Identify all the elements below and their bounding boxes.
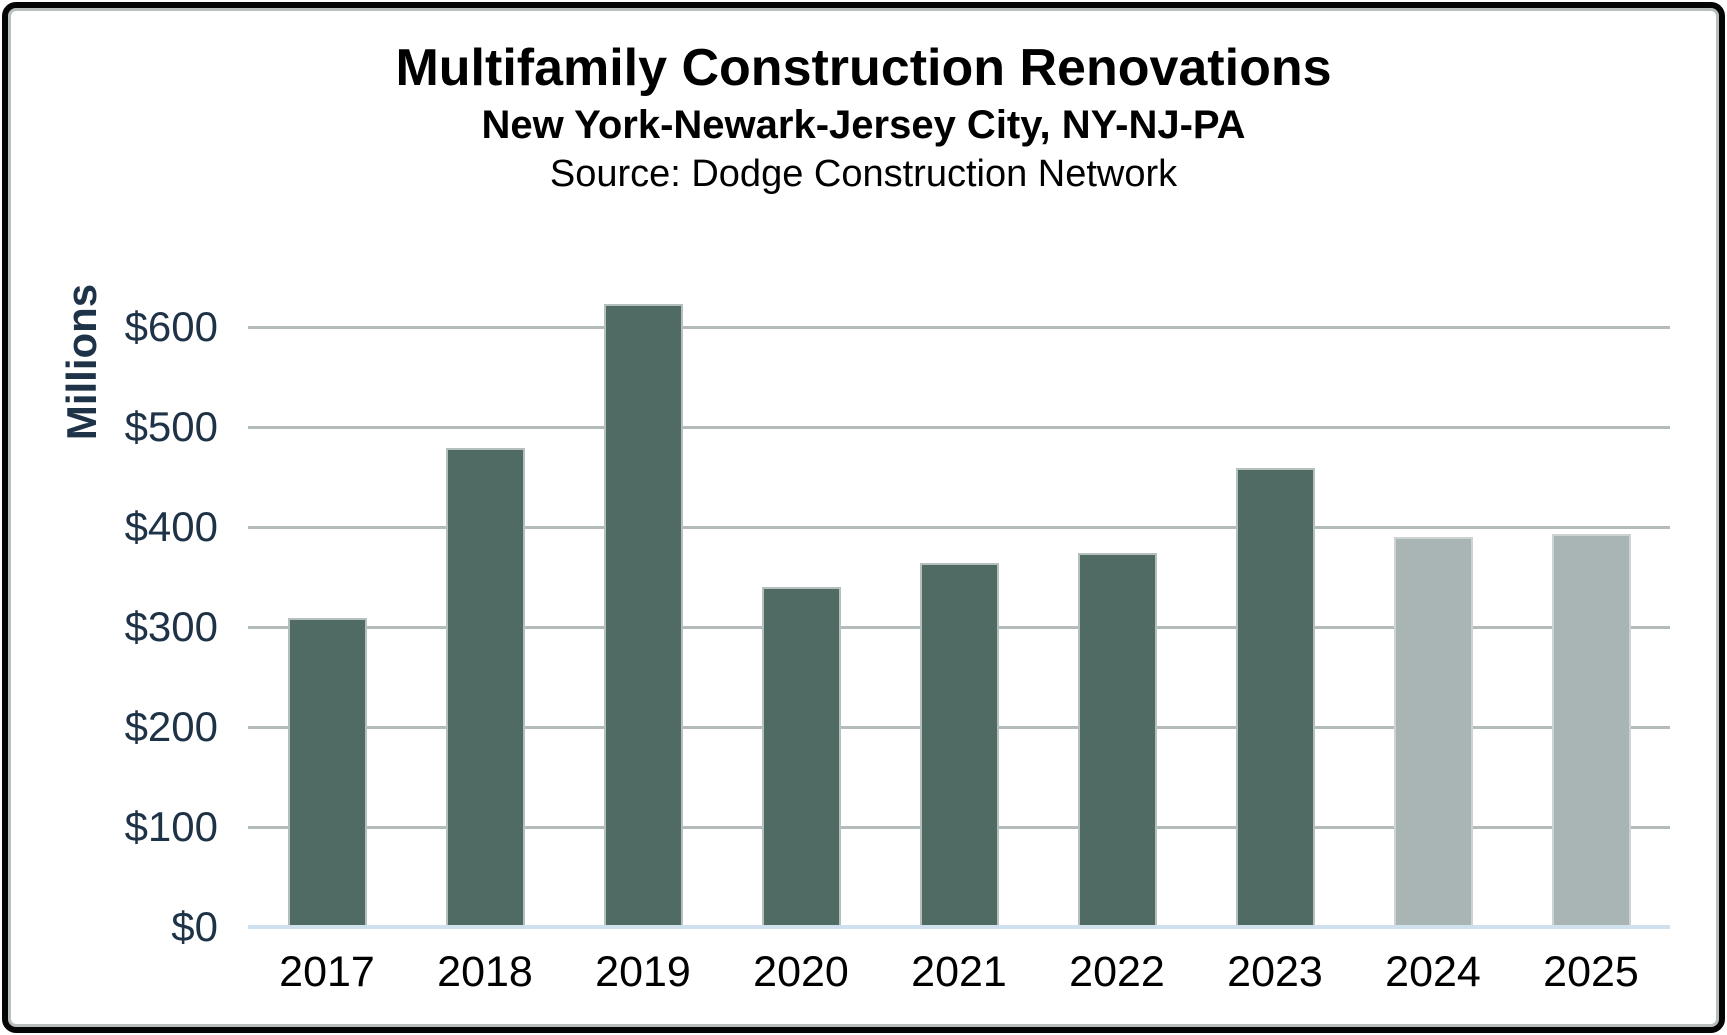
chart-title: Multifamily Construction Renovations [395,39,1332,97]
bar-2022 [1077,553,1157,927]
x-tick-label-2021: 2021 [911,948,1007,996]
bar-slot-2024 [1354,277,1512,927]
bars-layer [248,277,1670,927]
y-tick-label: $600 [124,303,218,350]
x-tick-label-2017: 2017 [279,948,375,996]
gridline-500 [248,425,1670,429]
y-tick-label: $500 [124,403,218,450]
gridline-600 [248,325,1670,329]
x-tick-label-2019: 2019 [595,948,691,996]
y-tick-label: $100 [124,803,218,850]
bar-2017 [287,618,367,927]
bar-slot-2020 [722,277,880,927]
x-tick-label-2023: 2023 [1227,948,1323,996]
y-tick-label: $0 [171,903,218,950]
bar-2018 [445,448,525,927]
bar-2024 [1393,537,1473,927]
bar-2023 [1235,468,1315,927]
x-tick-label-2020: 2020 [753,948,849,996]
bar-2020 [761,587,841,927]
chart-source-note: Source: Dodge Construction Network [549,153,1178,195]
bar-slot-2022 [1038,277,1196,927]
y-tick-label: $400 [124,503,218,550]
bar-slot-2025 [1512,277,1670,927]
x-tick-label-2025: 2025 [1543,948,1639,996]
bar-slot-2021 [880,277,1038,927]
x-tick-label-2022: 2022 [1069,948,1165,996]
x-tick-label-2024: 2024 [1385,948,1481,996]
y-tick-label: $300 [124,603,218,650]
x-tick-label-2018: 2018 [437,948,533,996]
bar-2025 [1551,534,1631,927]
bar-slot-2023 [1196,277,1354,927]
x-axis-baseline [248,925,1670,929]
y-tick-label: $200 [124,703,218,750]
bar-slot-2018 [406,277,564,927]
gridline-400 [248,525,1670,529]
x-axis-labels: 2017 2018 2019 2020 2021 2022 2023 2024 2025 [248,948,1670,997]
chart-header: Multifamily Construction Renovations New… [0,36,1727,198]
bar-slot-2019 [564,277,722,927]
bar-slot-2017 [248,277,406,927]
bar-2021 [919,563,999,927]
y-axis-title: Millions [58,283,105,441]
bar-2019 [603,304,683,927]
chart-subtitle: New York-Newark-Jersey City, NY-NJ-PA [481,103,1246,147]
plot-area: $0 $100 $200 $300 $400 $500 $600 [125,277,1670,950]
